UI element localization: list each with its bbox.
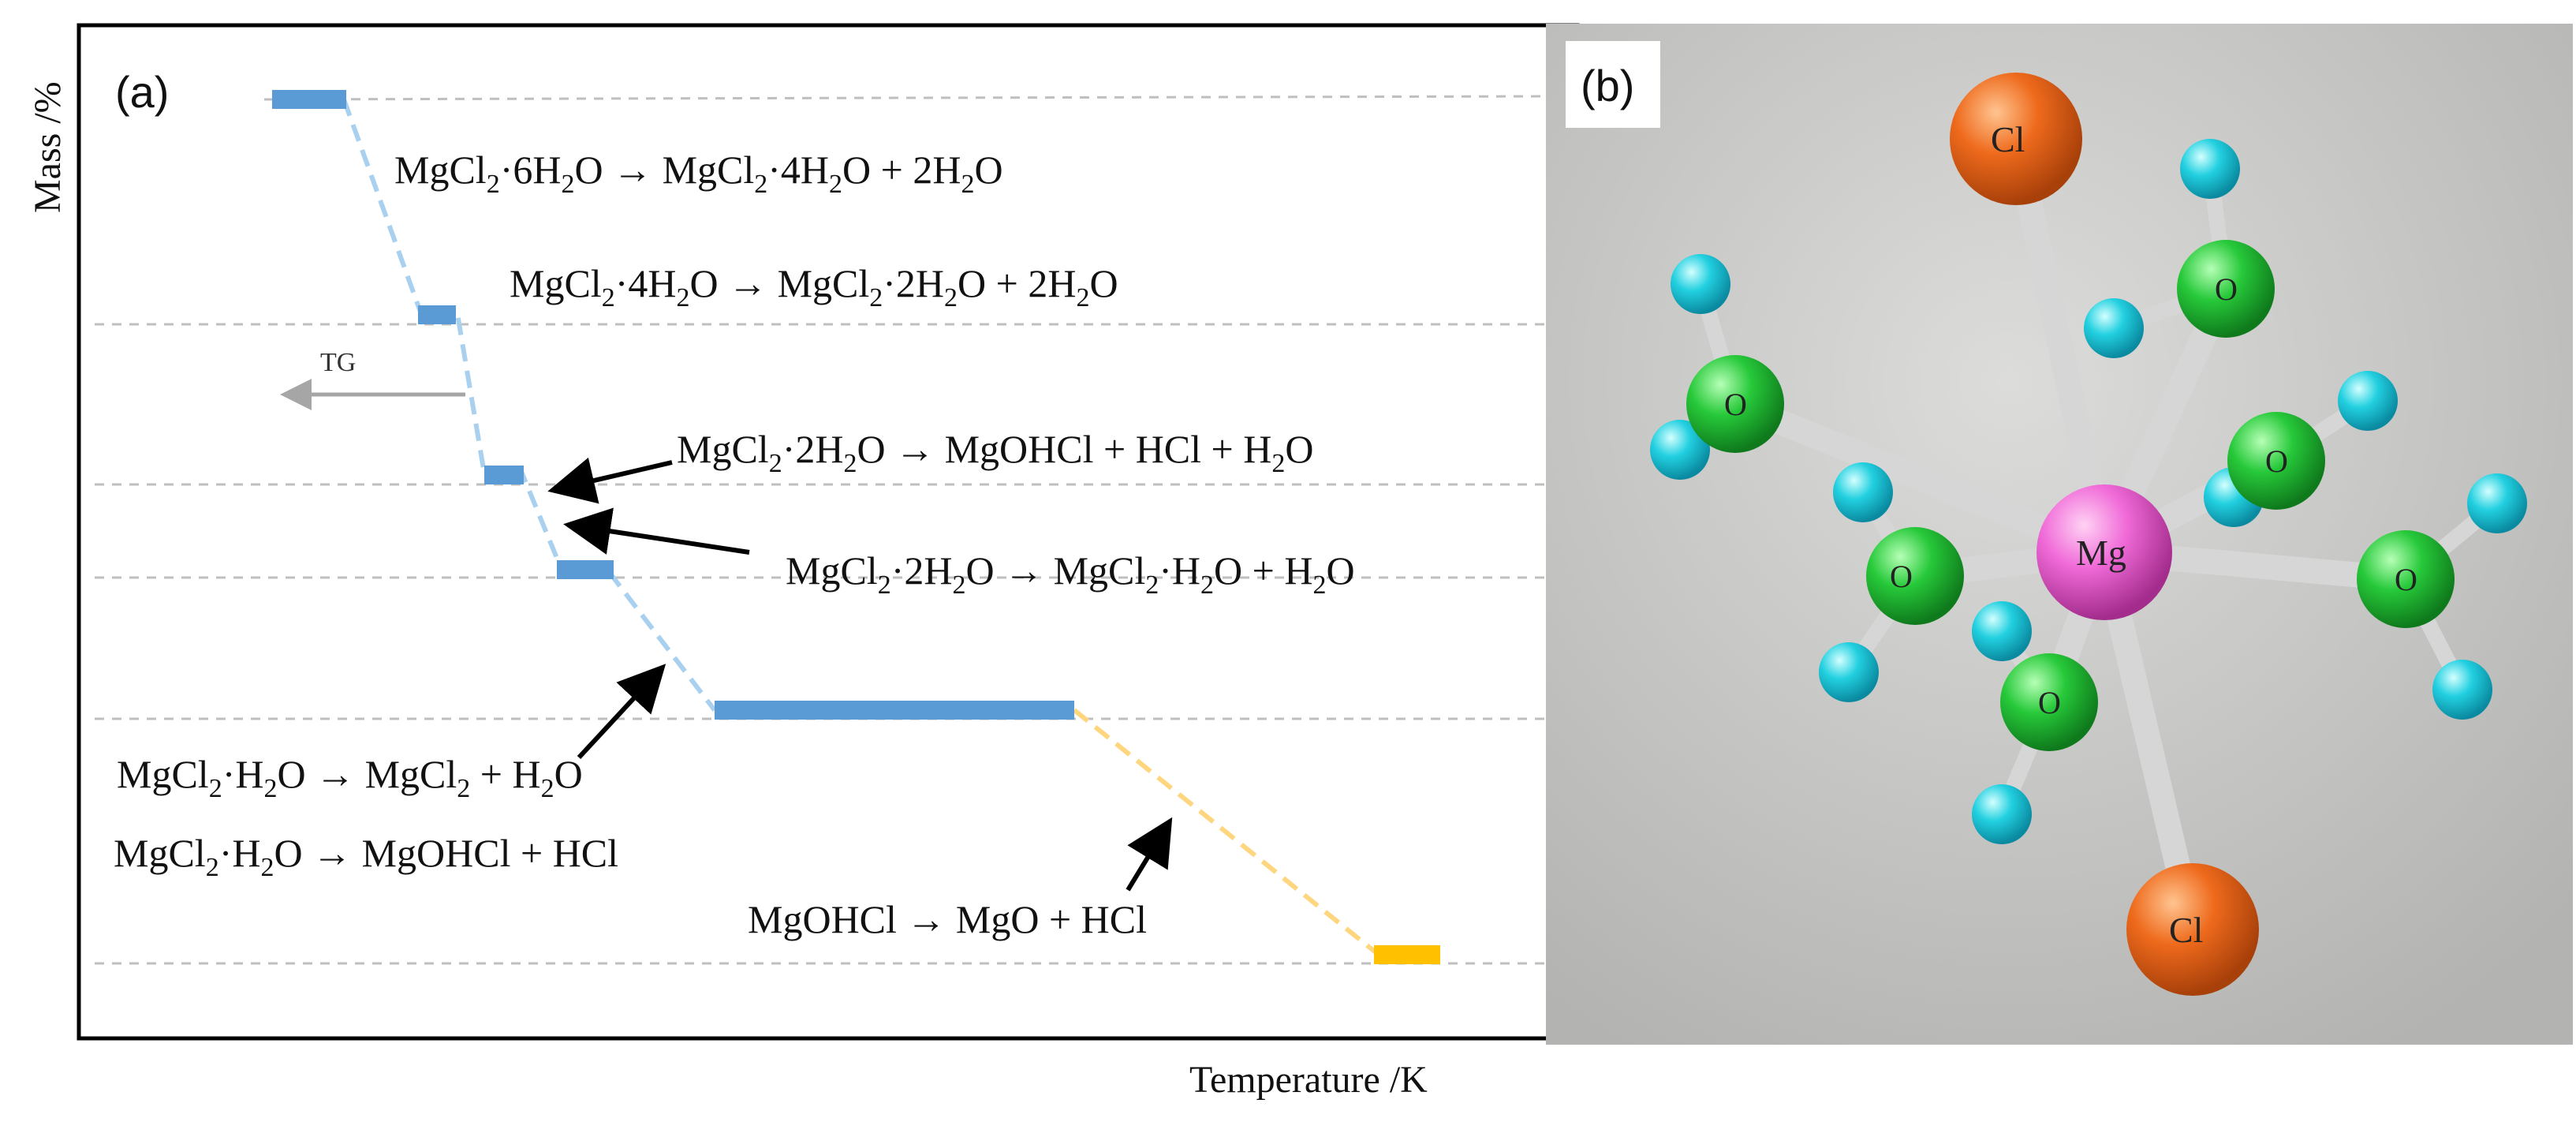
reaction-3-text: MgCl2·2H2O → MgOHCl + HCl + H2O	[677, 427, 1313, 478]
cl-atom-label-top: Cl	[1991, 119, 2025, 159]
o-atom-label: O	[2265, 443, 2288, 479]
hydrogen-atom	[1819, 642, 1879, 702]
hydrogen-atoms	[1650, 139, 2527, 844]
annotation-arrow-1	[547, 457, 673, 504]
oxygen-atom	[1866, 527, 1964, 625]
plateau-mgcl2-h2o	[557, 560, 614, 579]
hydrogen-atom	[1972, 784, 2032, 844]
reaction-6-text: MgCl2·H2O → MgOHCl + HCl	[114, 831, 618, 882]
hydrogen-atom	[2432, 660, 2492, 720]
panel-b-label-box	[1566, 41, 1660, 128]
tg-curve-orange-dashed	[1073, 708, 1380, 957]
o-atom-label: O	[1724, 387, 1747, 422]
oxygen-atom	[2177, 240, 2275, 338]
oxygen-atom	[2000, 653, 2098, 751]
plateau-mgcl2-2h2o	[484, 466, 524, 484]
o-atom-label: O	[2215, 271, 2238, 307]
bond-mg-cl-top	[2003, 126, 2117, 565]
oxygen-atom	[1686, 355, 1784, 453]
plateau-mgo	[1374, 945, 1440, 964]
reaction-1-text: MgCl2·6H2O → MgCl2·4H2O + 2H2O	[394, 148, 1003, 199]
gridline-level-1	[263, 95, 1559, 101]
reaction-5-text: MgCl2·H2O → MgCl2 + H2O	[117, 752, 583, 803]
plateau-mgcl2-6h2o	[272, 90, 346, 109]
oxygen-atom	[2357, 530, 2455, 628]
hydrogen-atom	[2084, 298, 2144, 358]
cl-atom-label-bottom: Cl	[2169, 910, 2203, 950]
tg-label: TG	[320, 348, 356, 377]
reaction-2-text: MgCl2·4H2O → MgCl2·2H2O + 2H2O	[510, 261, 1118, 312]
oxygen-atom	[2227, 412, 2325, 510]
o-atom-label: O	[2395, 562, 2417, 597]
annotation-arrow-2	[563, 507, 750, 555]
panel-a-label: (a)	[115, 67, 169, 117]
y-axis-label: Mass /%	[27, 81, 69, 213]
x-axis-label: Temperature /K	[1189, 1059, 1428, 1101]
hydrogen-atom	[1833, 462, 1893, 522]
chlorine-atom-top	[1950, 73, 2082, 205]
oxygen-atoms	[1686, 240, 2455, 751]
annotation-arrow-3	[577, 664, 666, 760]
plateau-mgcl2-4h2o	[418, 305, 456, 324]
hydrogen-atom	[2467, 473, 2527, 533]
hydrogen-atom	[2338, 371, 2398, 431]
reaction-4-text: MgCl2·2H2O → MgCl2·H2O + H2O	[786, 548, 1355, 600]
annotation-arrow-4	[1126, 817, 1173, 892]
o-atom-label: O	[2038, 685, 2061, 720]
hydrogen-atom	[2180, 139, 2240, 199]
hydrogen-atom	[1972, 601, 2032, 661]
o-atom-label: O	[1890, 559, 1913, 594]
panel-b-molecule: (b)	[1546, 24, 2573, 1045]
panel-a-frame	[77, 23, 1580, 1041]
reaction-7-text: MgOHCl → MgO + HCl	[748, 897, 1147, 941]
hydrogen-atom	[1650, 420, 1710, 480]
chlorine-atom-bottom	[2126, 863, 2259, 996]
mg-atom-label: Mg	[2076, 533, 2126, 573]
panel-a-tg-diagram: TG (a) Mass /% Temperature /K MgCl2·6H2O…	[27, 23, 1580, 1101]
panel-b-label: (b)	[1581, 61, 1634, 110]
plateau-mgohcl	[715, 701, 1074, 720]
magnesium-atom	[2037, 484, 2172, 620]
hydrogen-atom	[1671, 254, 1730, 314]
